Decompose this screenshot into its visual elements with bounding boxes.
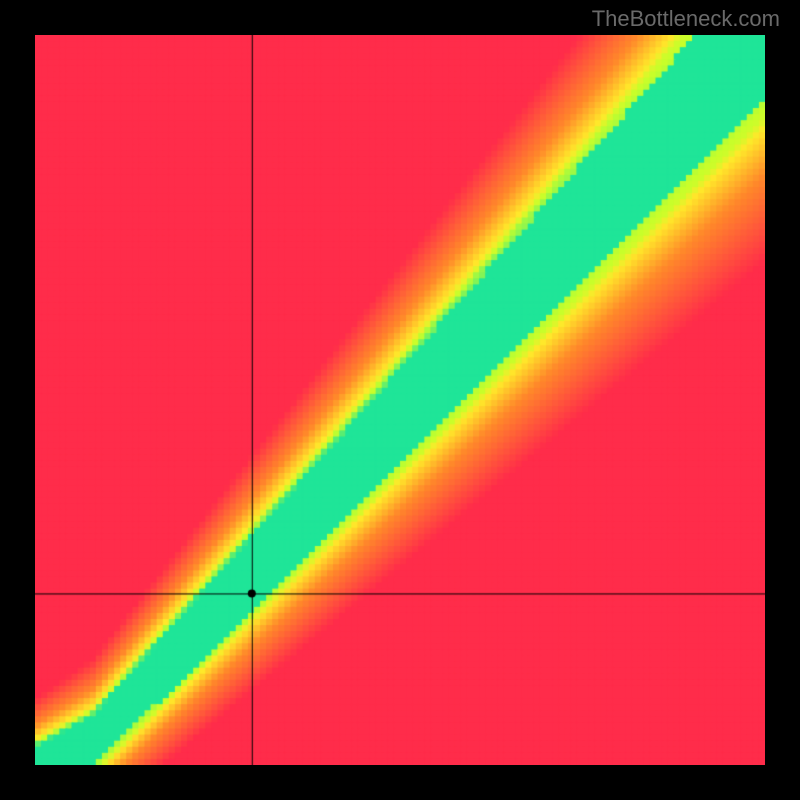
chart-container: TheBottleneck.com: [0, 0, 800, 800]
watermark-label: TheBottleneck.com: [592, 6, 780, 32]
bottleneck-heatmap: [35, 35, 765, 765]
